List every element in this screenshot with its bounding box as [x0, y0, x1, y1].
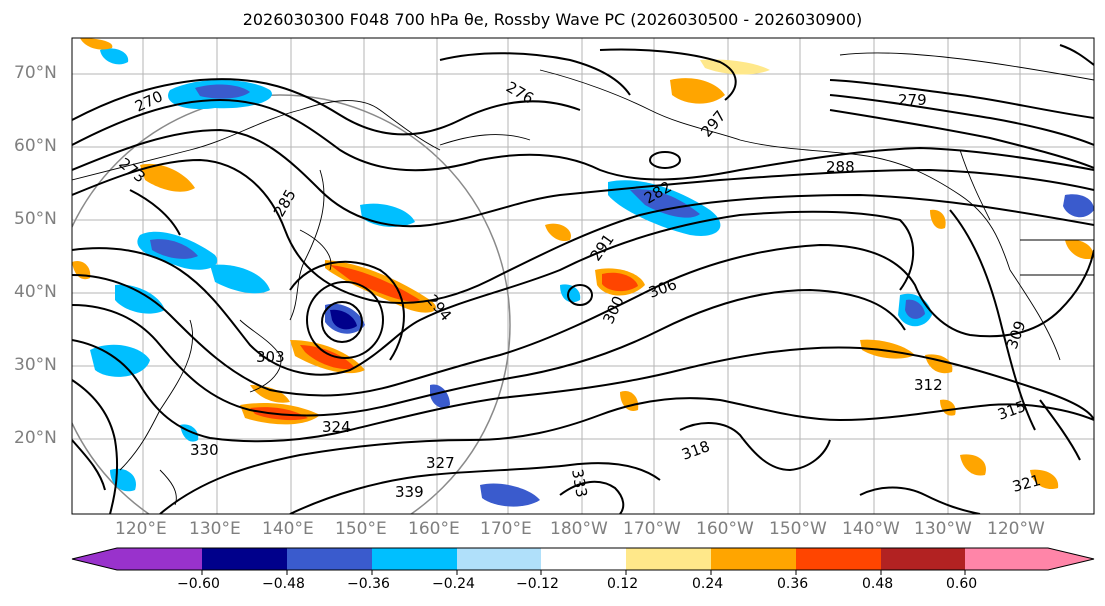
- lon-label-140w: 140°W: [842, 519, 900, 539]
- lat-label-50n: 50°N: [14, 209, 57, 229]
- theta-e-contours: [72, 44, 1094, 514]
- contour-label-312: 312: [914, 376, 943, 394]
- lat-label-20n: 20°N: [14, 428, 57, 448]
- graticule: [72, 38, 1094, 514]
- colorbar-segment-10: [965, 548, 1094, 570]
- contour-label-327: 327: [426, 454, 455, 472]
- contour-label-279: 279: [898, 91, 927, 109]
- colorbar-tick-pos048: 0.48: [862, 576, 894, 592]
- colorbar-tick-pos060: 0.60: [946, 576, 978, 592]
- lon-label-150w: 150°W: [769, 519, 827, 539]
- colorbar-segment-2: [287, 548, 372, 570]
- contour-label-324: 324: [322, 418, 351, 436]
- map-border: [71, 37, 1095, 515]
- lon-label-140e: 140°E: [262, 519, 314, 539]
- lon-label-130e: 130°E: [189, 519, 241, 539]
- lon-label-170w: 170°W: [623, 519, 681, 539]
- colorbar-segment-1: [202, 548, 287, 570]
- lon-label-120e: 120°E: [115, 519, 167, 539]
- colorbar-segment-8: [796, 548, 881, 570]
- contour-label-288: 288: [826, 158, 855, 176]
- lat-label-70n: 70°N: [14, 63, 57, 83]
- colorbar-segment-3: [372, 548, 457, 570]
- lon-label-180w: 180°W: [550, 519, 608, 539]
- contour-label-303: 303: [256, 348, 285, 366]
- lon-label-160e: 160°E: [408, 519, 460, 539]
- map-title: 2026030300 F048 700 hPa θe, Rossby Wave …: [242, 10, 863, 29]
- colorbar-tick-pos024: 0.24: [692, 576, 724, 592]
- colorbar-outline: [71, 547, 1095, 571]
- negative-anomaly-shading: [90, 48, 1094, 507]
- colorbar: [71, 547, 1095, 575]
- colorbar-segment-7: [711, 548, 796, 570]
- colorbar-segment-9: [881, 548, 965, 570]
- colorbar-tick-neg060: −0.60: [177, 576, 220, 592]
- colorbar-segment-0: [72, 548, 202, 570]
- contour-label-333: 333: [568, 468, 591, 499]
- lon-label-120w: 120°W: [987, 519, 1045, 539]
- colorbar-tick-neg036: −0.36: [347, 576, 390, 592]
- colorbar-tick-pos012: 0.12: [607, 576, 639, 592]
- lon-label-130w: 130°W: [914, 519, 972, 539]
- lat-label-30n: 30°N: [14, 355, 57, 375]
- colorbar-tick-neg024: −0.24: [432, 576, 475, 592]
- colorbar-tick-neg048: −0.48: [262, 576, 305, 592]
- map-plot: 270 273 276 279 282 285 288 291 294 297 …: [72, 38, 1094, 514]
- lon-label-150e: 150°E: [335, 519, 387, 539]
- colorbar-tick-pos036: 0.36: [777, 576, 809, 592]
- contour-label-330: 330: [190, 441, 219, 459]
- colorbar-segment-6: [626, 548, 711, 570]
- contour-label-339: 339: [395, 483, 424, 501]
- lon-label-170e: 170°E: [480, 519, 532, 539]
- lat-label-40n: 40°N: [14, 282, 57, 302]
- reference-circle: [72, 94, 511, 514]
- colorbar-segment-5: [541, 548, 626, 570]
- colorbar-segment-4: [457, 548, 541, 570]
- coastlines: [72, 52, 1094, 506]
- lon-label-160w: 160°W: [696, 519, 754, 539]
- colorbar-tick-neg012: −0.12: [516, 576, 559, 592]
- lat-label-60n: 60°N: [14, 136, 57, 156]
